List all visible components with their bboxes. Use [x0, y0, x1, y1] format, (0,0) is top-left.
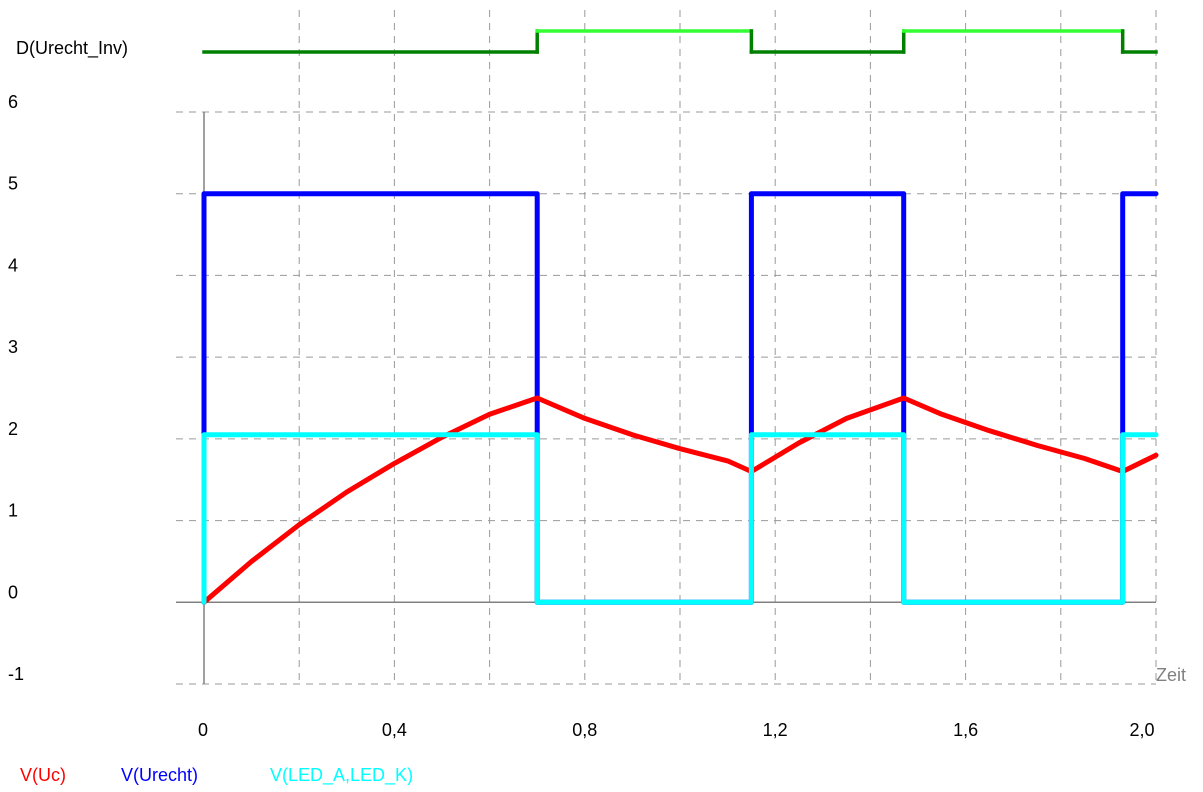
y-tick-label: 2 — [8, 419, 18, 439]
y-tick-label: 5 — [8, 174, 18, 194]
y-tick-label: 3 — [8, 337, 18, 357]
x-axis-label: Zeit — [1156, 665, 1186, 685]
digital-trace: D(Urecht_Inv) — [16, 29, 1158, 59]
x-tick-label: 0 — [198, 720, 208, 740]
x-tick-label: 1,2 — [763, 720, 788, 740]
tick-labels: -1 0 1 2 3 4 5 6 0 0,4 0,8 1,2 1,6 2,0 — [8, 92, 1155, 740]
legend-entry-v-uc: V(Uc) — [20, 765, 66, 785]
legend-entry-v-led-a-led-k: V(LED_A,LED_K) — [270, 765, 413, 786]
x-tick-label: 2,0 — [1129, 720, 1154, 740]
digital-trace-label: D(Urecht_Inv) — [16, 38, 128, 59]
axes — [176, 112, 1156, 684]
y-tick-label: -1 — [8, 664, 24, 684]
series-line-v-uc — [201, 395, 1159, 605]
series-group — [201, 191, 1159, 605]
legend: V(Uc) V(Urecht) V(LED_A,LED_K) — [20, 765, 413, 786]
series-line-v-led-a-led-k — [201, 432, 1159, 605]
y-tick-label: 1 — [8, 501, 18, 521]
grid — [176, 10, 1157, 685]
y-tick-label: 6 — [8, 92, 18, 112]
series-line-v-urecht — [201, 191, 1159, 605]
legend-entry-v-urecht: V(Urecht) — [121, 765, 198, 785]
y-tick-label: 4 — [8, 255, 18, 275]
x-tick-label: 0,4 — [382, 720, 407, 740]
x-tick-label: 1,6 — [953, 720, 978, 740]
x-tick-label: 0,8 — [572, 720, 597, 740]
y-tick-label: 0 — [8, 582, 18, 602]
